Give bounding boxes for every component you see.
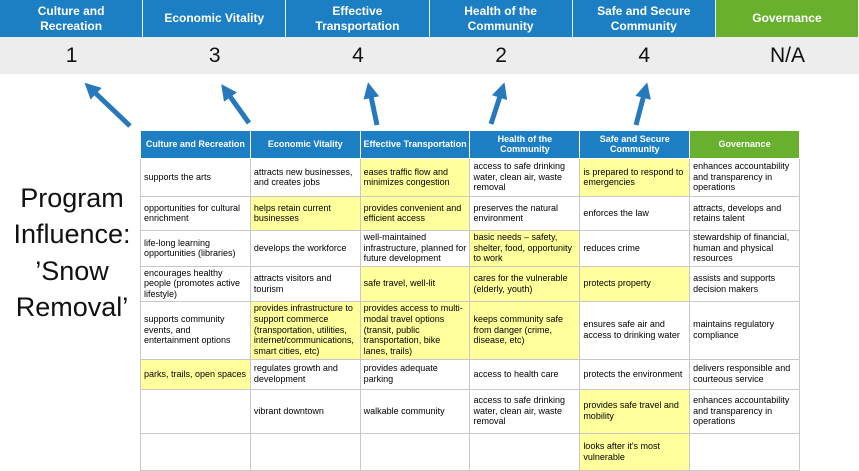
- matrix-cell: attracts new businesses, and creates job…: [249, 157, 361, 197]
- banner-governance: Governance: [715, 0, 859, 37]
- matrix-cell: enforces the law: [579, 195, 691, 231]
- matrix-cell: access to safe drinking water, clean air…: [469, 388, 581, 434]
- matrix-cell: [359, 432, 471, 471]
- matrix-cell: protects property: [579, 265, 691, 302]
- matrix-cell: encourages healthy people (promotes acti…: [140, 265, 251, 302]
- matrix-cell: develops the workforce: [249, 229, 361, 267]
- matrix-cell: walkable community: [359, 388, 471, 434]
- matrix-cell: reduces crime: [579, 229, 691, 267]
- table-row: life-long learning opportunities (librar…: [140, 229, 800, 267]
- score-culture-recreation: 1: [65, 43, 78, 67]
- matrix-cell: [140, 388, 251, 434]
- banner-safe-secure-community: Safe and Secure Community: [572, 0, 716, 37]
- matrix-cell: cares for the vulnerable (elderly, youth…: [469, 265, 581, 302]
- matrix-cell: attracts visitors and tourism: [249, 265, 361, 302]
- matrix-header-1: Economic Vitality: [249, 130, 361, 159]
- table-row: encourages healthy people (promotes acti…: [140, 265, 800, 302]
- influence-matrix: Culture and Recreation Economic Vitality E…: [140, 130, 800, 471]
- up-arrow-icon: [488, 82, 508, 125]
- matrix-header-4: Safe and Secure Community: [579, 130, 691, 159]
- matrix-cell: maintains regulatory compliance: [689, 300, 800, 360]
- table-row: looks after it's most vulnerable: [140, 432, 800, 471]
- score-governance: N/A: [769, 43, 805, 67]
- matrix-cell: provides safe travel and mobility: [579, 388, 691, 434]
- matrix-cell: protects the environment: [579, 358, 691, 390]
- matrix-cell: life-long learning opportunities (librar…: [140, 229, 251, 267]
- score-safe-secure-community: 4: [638, 43, 651, 67]
- matrix-cell: eases traffic flow and minimizes congest…: [359, 157, 471, 197]
- matrix-header-2: Effective Transportation: [359, 130, 471, 159]
- matrix-cell: provides infrastructure to support comme…: [249, 300, 361, 360]
- matrix-cell: attracts, develops and retains talent: [689, 195, 800, 231]
- matrix-cell: preserves the natural environment: [469, 195, 581, 231]
- table-row: supports community events, and entertain…: [140, 300, 800, 360]
- matrix-header-0: Culture and Recreation: [140, 130, 251, 159]
- matrix-cell: keeps community safe from danger (crime,…: [469, 300, 581, 360]
- matrix-cell: [469, 432, 581, 471]
- banner-culture-recreation: Culture and Recreation: [0, 0, 144, 37]
- up-arrow-icon: [84, 82, 132, 128]
- matrix-cell: access to health care: [469, 358, 581, 390]
- matrix-cell: opportunities for cultural enrichment: [140, 195, 251, 231]
- score-effective-transportation: 4: [352, 43, 364, 67]
- banner-economic-vitality: Economic Vitality: [143, 0, 287, 37]
- matrix-cell: looks after it's most vulnerable: [579, 432, 691, 471]
- matrix-cell: delivers responsible and courteous servi…: [689, 358, 800, 390]
- banner-health-community: Health of the Community: [429, 0, 573, 37]
- matrix-cell: [689, 432, 800, 471]
- matrix-cell: regulates growth and development: [249, 358, 361, 390]
- matrix-cell: well-maintained infrastructure, planned …: [359, 229, 471, 267]
- matrix-cell: is prepared to respond to emergencies: [579, 157, 691, 197]
- table-row: supports the arts attracts new businesses…: [140, 157, 800, 197]
- matrix-cell: enhances accountability and transparency…: [689, 388, 800, 434]
- score-health-community: 2: [495, 43, 507, 67]
- table-row: parks, trails, open spaces regulates grow…: [140, 358, 800, 390]
- up-arrow-icon: [221, 84, 252, 125]
- matrix-header-row: Culture and Recreation Economic Vitality E…: [140, 130, 800, 159]
- category-banner: Culture and Recreation Economic Vitality…: [0, 0, 859, 37]
- matrix-cell: safe travel, well-lit: [359, 265, 471, 302]
- up-arrows: [84, 82, 651, 128]
- matrix-cell: provides access to multi-modal travel op…: [359, 300, 471, 360]
- matrix-cell: stewardship of financial, human and phys…: [689, 229, 800, 267]
- matrix-cell: basic needs – safety, shelter, food, opp…: [469, 229, 581, 267]
- matrix-header-3: Health of the Community: [469, 130, 581, 159]
- matrix-header-5: Governance: [689, 130, 800, 159]
- up-arrow-icon: [363, 82, 380, 126]
- matrix-cell: provides convenient and efficient access: [359, 195, 471, 231]
- matrix-cell: supports the arts: [140, 157, 251, 197]
- score-row: 1 3 4 2 4 N/A: [0, 37, 859, 74]
- score-economic-vitality: 3: [208, 43, 221, 67]
- matrix-cell: supports community events, and entertain…: [140, 300, 251, 360]
- table-row: vibrant downtown walkable community access…: [140, 388, 800, 434]
- matrix-cell: access to safe drinking water, clean air…: [469, 157, 581, 197]
- matrix-cell: vibrant downtown: [249, 388, 361, 434]
- banner-effective-transportation: Effective Transportation: [286, 0, 430, 37]
- page-title: Program Influence: ’Snow Removal’: [13, 183, 131, 323]
- matrix-cell: assists and supports decision makers: [689, 265, 800, 302]
- matrix-cell: parks, trails, open spaces: [140, 358, 251, 390]
- matrix-cell: provides adequate parking: [359, 358, 471, 390]
- matrix-cell: helps retain current businesses: [249, 195, 361, 231]
- matrix-cell: [140, 432, 251, 471]
- up-arrow-icon: [633, 82, 651, 126]
- matrix-cell: enhances accountability and transparency…: [689, 157, 800, 197]
- table-row: opportunities for cultural enrichment hel…: [140, 195, 800, 231]
- matrix-cell: ensures safe air and access to drinking …: [579, 300, 691, 360]
- matrix-cell: [249, 432, 361, 471]
